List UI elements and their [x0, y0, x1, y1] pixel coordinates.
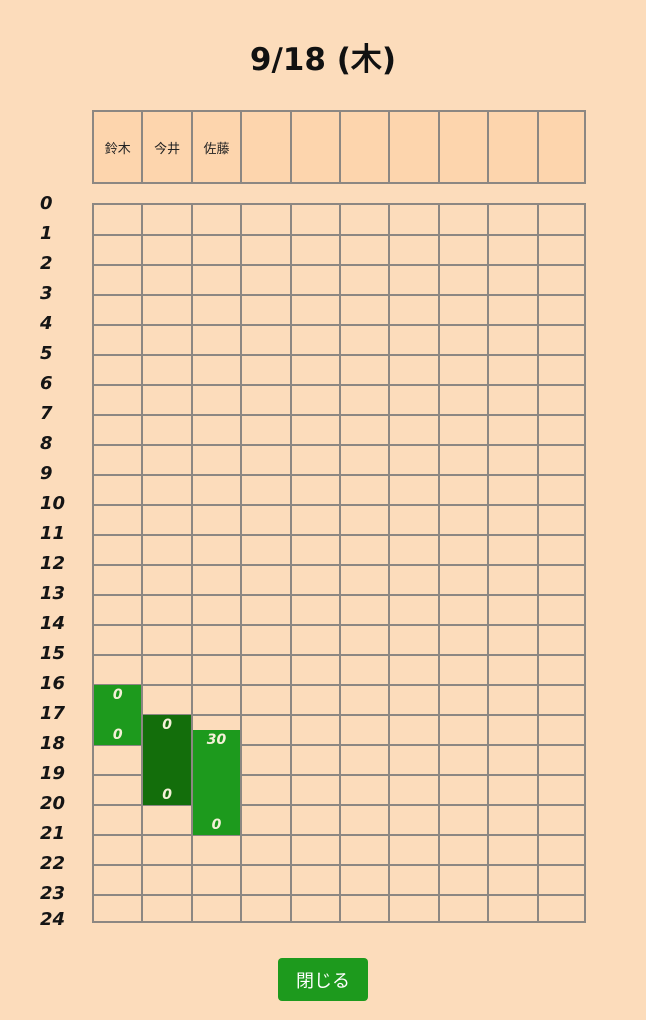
grid-row-line [94, 624, 584, 626]
close-button[interactable]: 閉じる [278, 958, 368, 1001]
grid-row-line [94, 504, 584, 506]
hour-label: 6 [40, 373, 53, 394]
grid-row-line [94, 804, 584, 806]
page-title: 9/18 (木) [249, 42, 397, 78]
hour-label: 2 [40, 253, 53, 274]
grid-row-line [94, 414, 584, 416]
hour-label: 24 [40, 909, 66, 930]
shift-start-minutes: 30 [206, 732, 227, 748]
hour-label: 12 [40, 553, 66, 574]
staff-header-row: 鈴木 今井 佐藤 [92, 110, 586, 184]
staff-column-header [292, 112, 341, 182]
grid-row-line [94, 564, 584, 566]
hour-label: 14 [40, 613, 66, 634]
hour-label: 0 [40, 193, 53, 214]
grid-column-line [437, 205, 440, 921]
hour-label: 13 [40, 583, 66, 604]
grid-column-line [487, 205, 490, 921]
staff-column-header [489, 112, 539, 182]
staff-column-header [440, 112, 490, 182]
hour-label: 5 [40, 343, 53, 364]
grid-column-line [289, 205, 292, 921]
grid-row-line [94, 834, 584, 836]
staff-column-header [242, 112, 292, 182]
grid-row-line [94, 384, 584, 386]
grid-column-line [536, 205, 539, 921]
staff-column-header: 今井 [143, 112, 193, 182]
grid-column-line [190, 205, 193, 921]
hour-label: 17 [40, 703, 66, 724]
hour-label: 18 [40, 733, 66, 754]
grid-row-line [94, 744, 584, 746]
shift-end-minutes: 0 [112, 727, 123, 743]
hour-label: 1 [40, 223, 53, 244]
shift-start-minutes: 0 [162, 717, 172, 733]
hour-label: 23 [40, 883, 66, 904]
shift-block[interactable]: 30 0 [192, 730, 241, 835]
schedule-grid: 0 0 0 0 30 0 [92, 203, 586, 923]
grid-row-line [94, 354, 584, 356]
shift-end-minutes: 0 [162, 787, 172, 803]
grid-row-line [94, 234, 584, 236]
grid-row-line [94, 324, 584, 326]
grid-row-line [94, 894, 584, 896]
grid-row-line [94, 474, 584, 476]
hour-label: 15 [40, 643, 66, 664]
staff-column-header [341, 112, 391, 182]
staff-column-header: 佐藤 [193, 112, 243, 182]
grid-column-line [388, 205, 391, 921]
grid-column-line [141, 205, 144, 921]
grid-row-line [94, 534, 584, 536]
hour-label: 4 [40, 313, 53, 334]
grid-row-line [94, 594, 584, 596]
grid-row-line [94, 774, 584, 776]
hour-label: 11 [40, 523, 66, 544]
hour-label: 20 [40, 793, 66, 814]
shift-end-minutes: 0 [211, 817, 222, 833]
grid-row-line [94, 264, 584, 266]
grid-column-line [240, 205, 243, 921]
grid-row-line [94, 444, 584, 446]
hour-label: 10 [40, 493, 66, 514]
staff-column-header [539, 112, 588, 182]
hour-label: 21 [40, 823, 66, 844]
grid-row-line [94, 864, 584, 866]
hour-label: 19 [40, 763, 66, 784]
hour-label: 9 [40, 463, 53, 484]
shift-start-minutes: 0 [112, 687, 123, 703]
hour-label: 22 [40, 853, 66, 874]
staff-column-header: 鈴木 [94, 112, 144, 182]
hour-label: 3 [40, 283, 53, 304]
grid-column-line [339, 205, 341, 921]
grid-row-line [94, 714, 584, 716]
hour-label: 16 [40, 673, 66, 694]
staff-column-header [390, 112, 440, 182]
grid-row-line [94, 684, 584, 686]
hour-label: 8 [40, 433, 53, 454]
grid-row-line [94, 654, 584, 656]
hour-label: 7 [40, 403, 53, 424]
grid-row-line [94, 294, 584, 296]
